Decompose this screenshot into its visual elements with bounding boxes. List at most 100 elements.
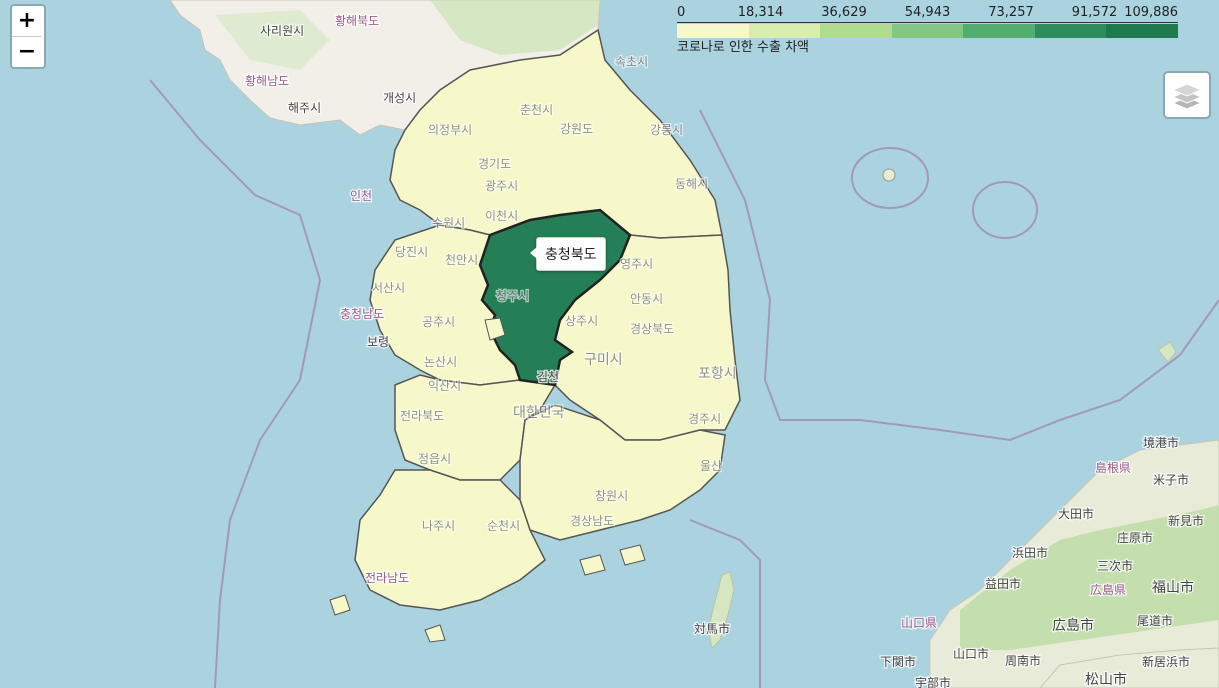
map-label: 서산시 — [372, 281, 405, 295]
map-label: 庄原市 — [1117, 530, 1153, 545]
province-jeonnam[interactable] — [354, 469, 546, 611]
ulleung-island — [882, 168, 896, 182]
map-label: 영주시 — [620, 257, 653, 271]
legend-swatch — [1106, 24, 1179, 38]
map-label: 춘천시 — [520, 102, 553, 117]
map-label: 사리원시 — [260, 24, 304, 38]
map-label: 광주시 — [485, 179, 518, 193]
map-label: 福山市 — [1152, 579, 1194, 596]
layers-toggle-button[interactable] — [1163, 71, 1211, 119]
map-label: 広島県 — [1090, 582, 1126, 597]
map-label: 천안시 — [445, 252, 478, 267]
map-label: 周南市 — [1005, 653, 1041, 668]
map-label: 米子市 — [1153, 472, 1189, 487]
map-label: 속초시 — [615, 55, 648, 69]
region-tooltip: 충청북도 — [530, 237, 606, 271]
north-korea-green-patch-2 — [215, 10, 330, 70]
map-label: 김천 — [537, 369, 559, 384]
map-label: 개성시 — [383, 91, 416, 105]
map-label: 山口市 — [953, 646, 989, 661]
legend-axis — [677, 22, 1178, 23]
map-label: 황해북도 — [335, 14, 379, 28]
map-label: 경상남도 — [570, 514, 614, 528]
legend-ticks: 0 18,314 36,629 54,943 73,257 91,572 109,886 — [672, 4, 1184, 22]
legend-tick-label: 0 — [677, 5, 686, 20]
maritime-boundary-east — [699, 109, 1219, 442]
map-label: 강원도 — [560, 122, 593, 136]
legend-swatch — [748, 24, 821, 38]
tsushima-island — [707, 571, 735, 649]
dokdo-zone — [972, 181, 1038, 239]
map-label: 三次市 — [1097, 558, 1133, 573]
japan-land-shikoku — [1039, 647, 1219, 688]
map-label: 尾道市 — [1137, 613, 1173, 628]
legend-swatch — [963, 24, 1035, 38]
legend-tick-label: 109,886 — [1124, 5, 1178, 20]
map-label: 松山市 — [1085, 671, 1127, 688]
map-label: 수원시 — [432, 216, 465, 230]
maritime-boundary-west — [149, 79, 322, 688]
map-label: 대한민국 — [513, 405, 565, 421]
legend-tick-label: 73,257 — [988, 5, 1034, 20]
map-label: 상주시 — [565, 314, 598, 328]
map-label: 山口県 — [901, 616, 937, 630]
choropleth-legend: 0 18,314 36,629 54,943 73,257 91,572 109,886 코… — [672, 4, 1184, 55]
map-label: 新見市 — [1168, 513, 1204, 528]
map-label: 해주시 — [288, 101, 321, 115]
zoom-control: + − — [10, 4, 46, 69]
map-label: 의정부시 — [428, 123, 472, 137]
zoom-out-button[interactable]: − — [12, 36, 42, 67]
map-label: 보령 — [367, 335, 389, 349]
map-label: 益田市 — [985, 576, 1021, 591]
map-label: 울산 — [700, 459, 722, 473]
legend-swatch — [820, 24, 892, 38]
maritime-boundary-korea-strait — [689, 519, 761, 688]
map-label: 나주시 — [422, 519, 455, 533]
legend-swatch — [677, 24, 749, 38]
legend-tick-label: 54,943 — [904, 5, 951, 20]
map-label: 충청남도 — [340, 307, 384, 321]
map-label: 전라북도 — [400, 409, 444, 423]
map-label: 황해남도 — [245, 74, 289, 88]
legend-caption: 코로나로 인한 수출 차액 — [677, 40, 809, 55]
map-label: 동해시 — [675, 177, 708, 191]
oki-islands — [1157, 341, 1177, 363]
legend-tick-label: 18,314 — [737, 5, 784, 20]
zoom-in-button[interactable]: + — [17, 8, 37, 33]
map-label: 경주시 — [688, 412, 721, 426]
layers-icon — [1171, 83, 1203, 110]
map-label: 浜田市 — [1012, 545, 1048, 560]
legend-color-bar — [677, 24, 1179, 38]
sejong-enclave — [484, 317, 506, 341]
map-label: 경기도 — [478, 157, 511, 171]
map-label: 島根県 — [1095, 460, 1131, 475]
map-label: 宇部市 — [915, 675, 951, 688]
map-label: 공주시 — [422, 315, 455, 329]
ulleung-zone — [851, 147, 929, 209]
map-label: 논산시 — [424, 355, 457, 369]
map-label: 新居浜市 — [1142, 654, 1190, 669]
map-label: 경상북도 — [630, 322, 674, 336]
map-label: 당진시 — [395, 245, 428, 259]
legend-tick-label: 36,629 — [821, 5, 867, 20]
tooltip-text: 충청북도 — [545, 247, 597, 263]
map-label: 익산시 — [428, 379, 461, 393]
north-korea-green-patch — [430, 0, 600, 55]
map-label: 이천시 — [485, 208, 518, 223]
map-label: 순천시 — [487, 518, 520, 533]
japan-green-patch — [960, 505, 1219, 650]
map-label: 인천 — [350, 188, 372, 203]
map-label: 大田市 — [1058, 506, 1094, 521]
legend-swatch — [1034, 24, 1107, 38]
map-label: 구미시 — [584, 352, 623, 368]
tooltip-arrow — [530, 247, 537, 259]
map-label: 청주시 — [496, 289, 529, 303]
map-label: 포항시 — [698, 366, 737, 382]
map-label: 강릉시 — [650, 123, 683, 137]
legend-swatch — [891, 24, 964, 38]
south-coast-islands — [329, 544, 646, 643]
map-label: 안동시 — [630, 292, 663, 306]
map-label: 広島市 — [1052, 617, 1094, 634]
